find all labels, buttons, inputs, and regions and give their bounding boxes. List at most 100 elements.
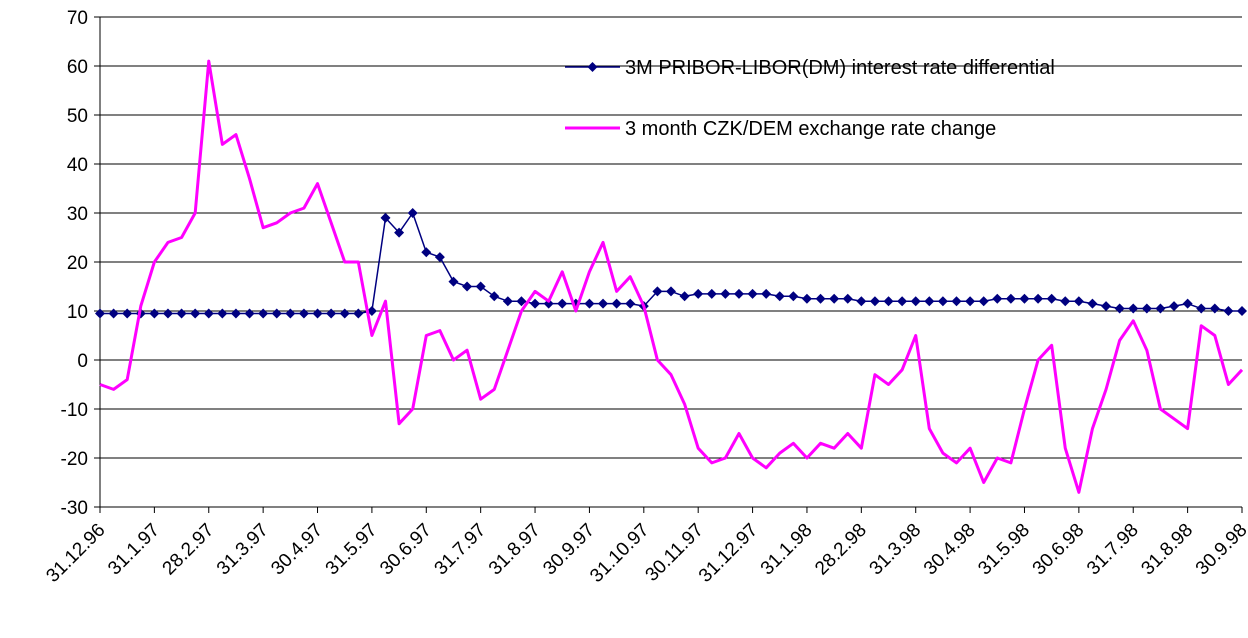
data-point xyxy=(516,296,527,307)
data-point xyxy=(910,296,921,307)
legend-label: 3 month CZK/DEM exchange rate change xyxy=(625,118,996,140)
data-point xyxy=(162,308,173,319)
x-tick-label: 28.2.98 xyxy=(811,520,871,580)
data-point xyxy=(733,288,744,299)
data-point xyxy=(679,291,690,302)
x-tick-label: 31.5.98 xyxy=(974,520,1034,580)
data-point xyxy=(869,296,880,307)
data-point xyxy=(1114,303,1125,314)
data-point xyxy=(598,298,609,309)
data-point xyxy=(666,286,676,297)
data-point xyxy=(366,306,377,316)
series-line xyxy=(100,212,1242,315)
y-tick-label: -30 xyxy=(61,498,88,519)
x-tick-label: 30.4.97 xyxy=(267,520,327,580)
data-point xyxy=(1087,298,1098,309)
data-point xyxy=(1101,301,1112,312)
x-tick-label: 31.5.97 xyxy=(322,520,382,580)
data-point xyxy=(557,298,568,309)
data-point xyxy=(122,308,133,319)
y-tick-label: -20 xyxy=(61,449,88,470)
x-tick-label: 31.10.97 xyxy=(586,520,653,587)
data-point xyxy=(95,308,105,319)
data-point xyxy=(625,298,636,309)
data-point xyxy=(1046,293,1057,304)
data-point xyxy=(774,291,785,302)
data-point xyxy=(244,308,255,319)
x-tick-label: 30.6.98 xyxy=(1029,520,1089,580)
y-tick-label: 20 xyxy=(67,253,88,274)
y-tick-label: 50 xyxy=(67,106,88,127)
data-point xyxy=(149,308,160,319)
data-point xyxy=(992,293,1003,304)
data-point xyxy=(883,296,894,307)
data-point xyxy=(380,212,391,223)
data-point xyxy=(217,308,228,319)
data-point xyxy=(190,308,201,319)
x-tick-label: 31.12.97 xyxy=(695,520,762,587)
data-point xyxy=(407,208,418,218)
y-tick-label: 30 xyxy=(67,204,88,225)
data-point xyxy=(720,288,731,299)
data-point xyxy=(1155,303,1166,314)
y-tick-label: 10 xyxy=(67,302,88,323)
data-point xyxy=(706,288,717,299)
x-tick-label: 30.6.97 xyxy=(376,520,436,580)
x-tick-label: 31.1.97 xyxy=(104,520,164,580)
data-point xyxy=(978,296,989,307)
data-point xyxy=(421,247,432,258)
data-point xyxy=(951,296,962,307)
data-point xyxy=(1005,293,1016,304)
data-point xyxy=(475,281,486,292)
data-point xyxy=(230,308,241,319)
x-tick-label: 31.7.97 xyxy=(431,520,491,580)
data-point xyxy=(1019,293,1030,304)
x-tick-label: 30.9.98 xyxy=(1192,520,1248,580)
data-point xyxy=(1141,303,1152,314)
data-point xyxy=(1196,303,1207,314)
y-tick-label: 40 xyxy=(67,155,88,176)
data-point xyxy=(176,308,187,319)
data-point xyxy=(434,252,445,263)
x-tick-label: 31.8.98 xyxy=(1137,520,1197,580)
x-tick-label: 31.8.97 xyxy=(485,520,545,580)
data-point xyxy=(298,308,309,319)
data-point xyxy=(394,227,405,238)
data-point xyxy=(326,308,337,319)
data-point xyxy=(611,298,622,309)
x-tick-label: 30.4.98 xyxy=(920,520,980,580)
x-tick-label: 31.7.98 xyxy=(1083,520,1143,580)
data-point xyxy=(897,296,908,307)
data-point xyxy=(761,288,772,299)
data-point xyxy=(842,293,853,304)
data-point xyxy=(815,293,826,304)
y-tick-label: 0 xyxy=(77,351,88,372)
data-point xyxy=(1033,293,1044,304)
data-point xyxy=(1223,306,1234,316)
data-point xyxy=(462,281,473,292)
y-tick-label: 70 xyxy=(67,8,88,29)
data-point xyxy=(937,296,948,307)
y-tick-label: 60 xyxy=(67,57,88,78)
data-point xyxy=(489,291,500,302)
data-point xyxy=(1060,296,1071,307)
data-point xyxy=(965,296,976,307)
series-line xyxy=(99,59,1244,494)
data-point xyxy=(747,288,758,299)
legend-marker xyxy=(587,62,598,72)
data-point xyxy=(856,296,867,307)
data-point xyxy=(924,296,935,307)
data-point xyxy=(829,293,840,304)
data-point xyxy=(1169,301,1180,312)
data-point xyxy=(271,308,282,319)
data-point xyxy=(1073,296,1084,307)
x-tick-label: 28.2.97 xyxy=(159,520,219,580)
data-point xyxy=(788,291,799,302)
legend-label: 3M PRIBOR-LIBOR(DM) interest rate differ… xyxy=(625,57,1055,79)
x-tick-label: 31.3.97 xyxy=(213,520,273,580)
data-point xyxy=(108,308,119,319)
x-tick-label: 31.3.98 xyxy=(866,520,926,580)
data-point xyxy=(448,276,459,287)
data-point xyxy=(312,308,323,319)
